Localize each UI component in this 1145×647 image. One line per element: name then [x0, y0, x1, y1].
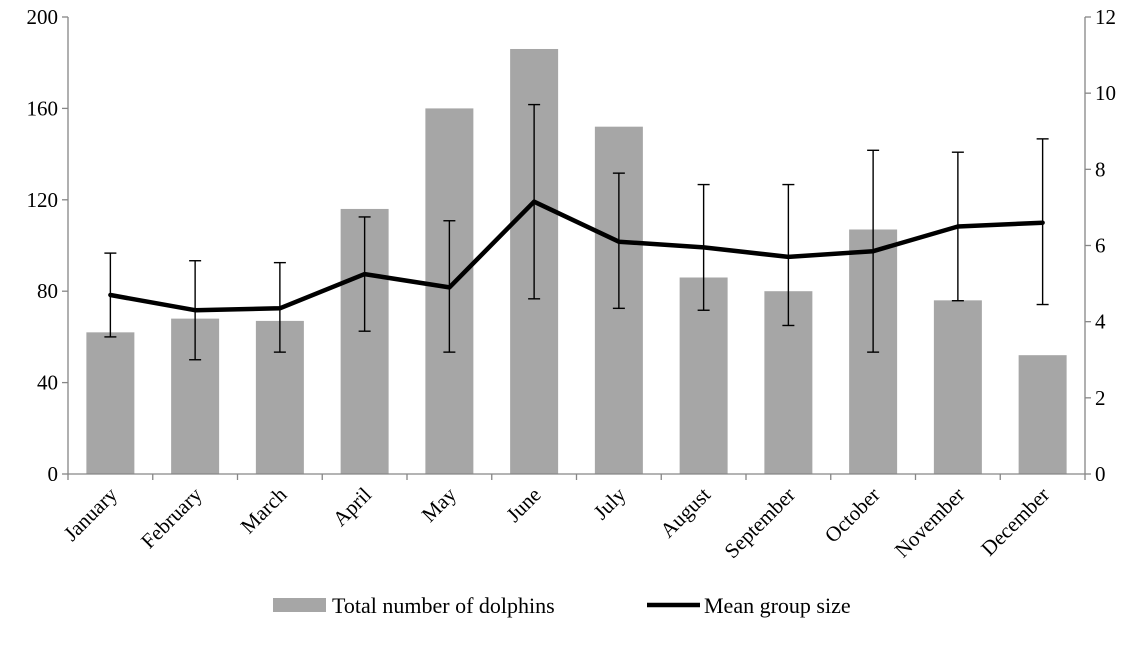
left-tick-label: 0 [48, 462, 59, 486]
legend-label-line: Mean group size [704, 593, 851, 618]
right-tick-label: 12 [1095, 5, 1116, 29]
left-tick-label: 160 [27, 96, 59, 120]
x-axis-labels: January February March April May June July Augu… [59, 474, 1086, 563]
error-bars [104, 103, 1049, 361]
x-tick-label-november: November [890, 483, 970, 563]
legend-label-bars: Total number of dolphins [332, 593, 555, 618]
x-tick-label-may: May [417, 482, 462, 527]
x-tick-label-july: July [589, 482, 631, 524]
right-axis-ticks: 0 2 4 6 8 10 12 [1085, 5, 1116, 486]
bar-series [86, 48, 1067, 475]
line-series [108, 199, 1045, 313]
left-tick-label: 120 [27, 188, 59, 212]
right-tick-label: 0 [1095, 462, 1106, 486]
right-tick-label: 8 [1095, 157, 1106, 181]
left-axis-ticks: 0 40 80 120 160 200 [27, 5, 68, 486]
x-tick-label-august: August [655, 482, 715, 542]
bar-november [933, 300, 982, 474]
x-tick-label-january: January [59, 482, 123, 546]
left-tick-label: 80 [37, 279, 58, 303]
x-tick-label-march: March [236, 482, 292, 538]
left-tick-label: 40 [37, 371, 58, 395]
right-tick-label: 4 [1095, 310, 1106, 334]
bar-december [1018, 355, 1067, 474]
x-tick-label-september: September [719, 483, 799, 563]
x-tick-label-october: October [820, 483, 885, 548]
x-tick-label-december: December [976, 483, 1054, 561]
left-tick-label: 200 [27, 5, 59, 29]
x-tick-label-february: February [136, 482, 207, 553]
right-tick-label: 2 [1095, 386, 1106, 410]
legend: Total number of dolphins Mean group size [273, 593, 851, 618]
x-tick-label-april: April [328, 482, 376, 530]
right-tick-label: 6 [1095, 234, 1106, 258]
legend-swatch-bars [273, 598, 326, 612]
mean-group-size-line [108, 199, 1045, 313]
bar-january [86, 332, 135, 474]
x-tick-label-june: June [501, 483, 545, 527]
right-tick-label: 10 [1095, 81, 1116, 105]
axes [67, 17, 1086, 475]
